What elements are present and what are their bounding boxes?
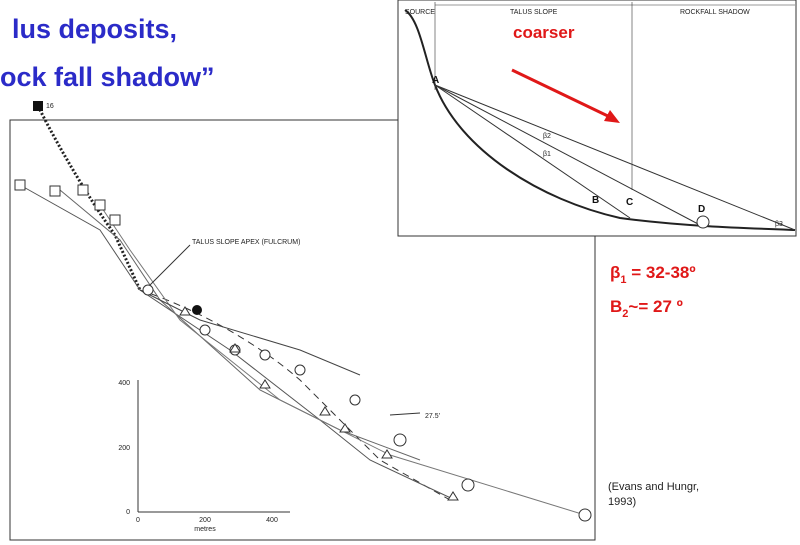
angle-label: β1 bbox=[543, 151, 551, 158]
markers bbox=[14, 179, 592, 522]
zone-label: TALUS SLOPE bbox=[510, 9, 558, 16]
point-label: B bbox=[592, 195, 599, 206]
marker bbox=[33, 101, 43, 111]
marker bbox=[192, 305, 202, 315]
point-label: D bbox=[698, 204, 705, 215]
equation: B2~= 27 º bbox=[610, 297, 683, 320]
subscript: 2 bbox=[622, 308, 628, 320]
profile-line bbox=[19, 184, 456, 501]
annotation: coarser bbox=[513, 23, 575, 42]
label: 16 bbox=[46, 103, 54, 110]
boulder bbox=[696, 215, 710, 229]
point-label: C bbox=[626, 197, 633, 208]
axis-label: metres bbox=[194, 526, 216, 533]
profile-line bbox=[99, 204, 586, 516]
slope bbox=[404, 9, 796, 231]
tick-label: 400 bbox=[118, 380, 130, 387]
point-label: A bbox=[432, 75, 439, 86]
line bbox=[434, 84, 631, 219]
equation-text: = 32-38º bbox=[627, 263, 696, 282]
figure-frame bbox=[397, 0, 797, 237]
tick-label: 0 bbox=[126, 509, 130, 516]
inset-axes bbox=[137, 380, 290, 513]
arrowhead bbox=[604, 110, 620, 123]
profile-line bbox=[139, 289, 361, 376]
line bbox=[434, 84, 796, 231]
angle-label: β2 bbox=[543, 133, 551, 140]
label: TALUS SLOPE APEX (FULCRUM) bbox=[192, 239, 300, 246]
symbol: B bbox=[610, 297, 622, 316]
symbol: β bbox=[610, 263, 620, 282]
title-line: ock fall shadow” bbox=[0, 62, 215, 92]
equation: β1 = 32-38º bbox=[610, 263, 696, 286]
profile-line bbox=[59, 189, 421, 461]
tick-label: 200 bbox=[199, 517, 211, 524]
angle-label: β3 bbox=[775, 221, 783, 228]
arrow bbox=[511, 68, 613, 120]
talus-plot: 16 TALUS SLOPE APEX (FULCRUM) 27.5' 400 … bbox=[9, 101, 596, 541]
title-line: lus deposits, bbox=[12, 14, 177, 44]
leader bbox=[149, 244, 191, 286]
subscript: 1 bbox=[620, 274, 626, 286]
citation: (Evans and Hungr, bbox=[608, 481, 699, 493]
tick-label: 400 bbox=[266, 517, 278, 524]
figure-frame bbox=[9, 119, 596, 541]
dotted-path bbox=[36, 105, 142, 291]
equation-text: ~= 27 º bbox=[628, 297, 682, 316]
zone-label: SOURCE bbox=[405, 9, 435, 16]
line bbox=[434, 84, 701, 226]
tick-label: 0 bbox=[136, 517, 140, 524]
profile-diagram: SOURCE TALUS SLOPE ROCKFALL SHADOW coars… bbox=[397, 0, 797, 237]
leader bbox=[389, 412, 421, 416]
tick-label: 200 bbox=[118, 445, 130, 452]
citation: 1993) bbox=[608, 496, 636, 508]
zone-label: ROCKFALL SHADOW bbox=[680, 9, 750, 16]
label: 27.5' bbox=[425, 413, 440, 420]
